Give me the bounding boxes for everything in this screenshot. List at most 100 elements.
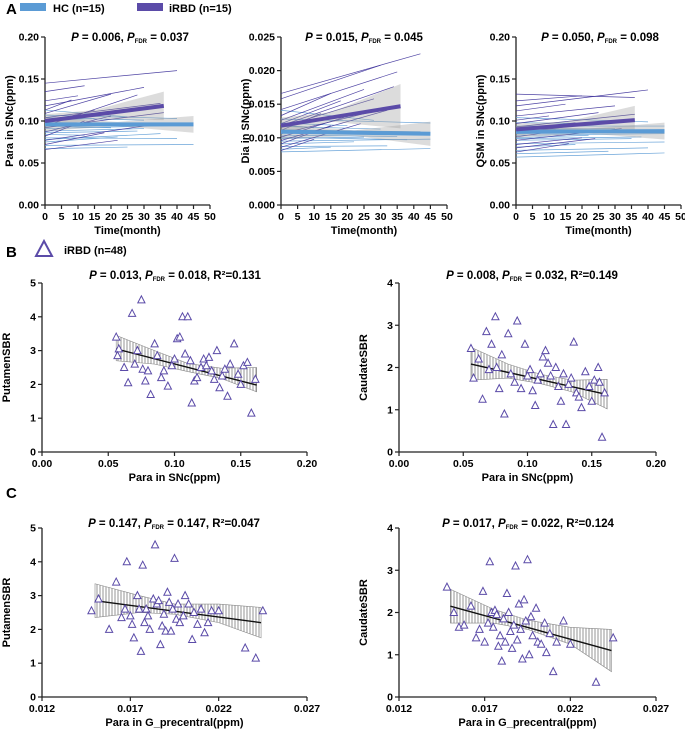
data-point — [187, 634, 197, 644]
data-point — [141, 604, 151, 613]
data-point — [87, 605, 96, 615]
data-point — [129, 632, 139, 642]
x-tick-label: 10 — [543, 211, 555, 223]
subject-line — [280, 53, 421, 94]
x-tick-label: 0.022 — [557, 703, 583, 715]
data-point — [212, 345, 222, 355]
stat-label: P = 0.147, PFDR = 0.147, R²=0.047 — [88, 518, 260, 531]
subject-line — [515, 105, 616, 117]
data-point — [520, 339, 530, 348]
chart-c1: P = 0.147, PFDR = 0.147, R²=0.047 0.012 0.… — [1, 518, 320, 729]
y-axis-label: PutamenSBR — [1, 333, 13, 403]
data-point — [535, 368, 545, 378]
y-tick-label: 1 — [387, 649, 393, 661]
x-tick-label: 0.20 — [646, 458, 667, 470]
data-point — [608, 632, 618, 642]
fit-line — [280, 129, 431, 136]
x-axis-label: Para in SNc(ppm) — [482, 472, 574, 484]
subject-line — [280, 126, 381, 130]
data-point — [229, 338, 239, 348]
x-tick-label: 30 — [138, 211, 150, 223]
data-point — [536, 639, 546, 648]
subject-line — [515, 147, 649, 151]
subject-line — [515, 103, 566, 112]
data-point — [512, 634, 522, 644]
data-point — [125, 610, 135, 620]
data-point — [258, 605, 268, 615]
x-tick-label: 45 — [659, 211, 671, 223]
data-point — [503, 328, 513, 338]
data-point — [442, 582, 452, 591]
data-point — [500, 636, 510, 646]
legend-irbd-swatch — [137, 3, 163, 11]
data-point — [152, 350, 162, 360]
y-tick-label: 0.000 — [249, 200, 275, 212]
data-point — [111, 331, 121, 341]
subject-line — [44, 136, 118, 143]
subject-line — [44, 132, 105, 145]
subject-line — [515, 141, 665, 145]
data-point — [155, 639, 165, 649]
y-tick-label: 2 — [387, 607, 393, 619]
data-point — [193, 619, 202, 628]
data-point — [548, 419, 558, 429]
subject-line — [280, 93, 331, 116]
confidence-band — [94, 583, 262, 639]
y-tick-label: 0.015 — [249, 99, 275, 111]
data-point — [564, 379, 574, 388]
data-point — [123, 377, 133, 387]
data-point — [466, 343, 476, 352]
subject-line — [44, 137, 178, 139]
data-point — [466, 601, 476, 610]
data-point — [127, 619, 137, 628]
x-tick-label: 5 — [530, 211, 536, 223]
subject-line — [515, 89, 649, 107]
fit-line — [515, 118, 635, 132]
data-point — [514, 598, 524, 608]
x-tick-label: 25 — [593, 211, 605, 223]
x-tick-label: 40 — [408, 211, 420, 223]
data-point — [530, 400, 540, 410]
data-point — [511, 560, 520, 570]
data-point — [528, 385, 538, 395]
data-point — [233, 369, 243, 378]
x-tick-label: 10 — [72, 211, 84, 223]
chart-b2: P = 0.008, PFDR = 0.032, R²=0.149 0.00 0.0… — [358, 270, 666, 484]
y-tick-label: 3 — [30, 345, 36, 357]
data-point — [246, 408, 256, 417]
data-point — [170, 553, 179, 562]
data-point — [595, 377, 604, 386]
data-point — [145, 624, 155, 633]
y-tick-label: 0.05 — [19, 158, 40, 170]
data-point — [240, 642, 250, 652]
data-point — [143, 610, 153, 620]
data-point — [161, 625, 171, 635]
x-tick-label: 30 — [609, 211, 621, 223]
subject-line — [44, 109, 128, 118]
data-point — [225, 359, 235, 368]
stat-label: P = 0.008, PFDR = 0.032, R²=0.149 — [446, 270, 618, 283]
y-tick-label: 2 — [30, 379, 36, 391]
data-point — [556, 396, 566, 405]
y-tick-label: 4 — [30, 311, 36, 323]
data-point — [164, 597, 174, 606]
y-tick-label: 0.10 — [490, 116, 511, 128]
x-axis-label: Time(month) — [94, 225, 161, 237]
data-point — [187, 397, 197, 407]
data-point — [488, 622, 498, 631]
x-tick-label: 50 — [204, 211, 216, 223]
data-point — [114, 343, 124, 353]
data-point — [517, 653, 527, 663]
subject-line — [44, 133, 161, 140]
data-point — [483, 617, 493, 627]
x-tick-label: 0.20 — [297, 458, 318, 470]
x-tick-label: 0.012 — [386, 703, 412, 715]
data-point — [178, 610, 188, 620]
data-point — [541, 345, 550, 355]
y-tick-label: 0.15 — [490, 74, 511, 86]
subject-line — [515, 143, 569, 153]
legend-hc-label: HC (n=15) — [53, 3, 105, 15]
subject-line — [515, 133, 665, 136]
subject-line — [44, 144, 194, 146]
data-point — [236, 379, 246, 388]
